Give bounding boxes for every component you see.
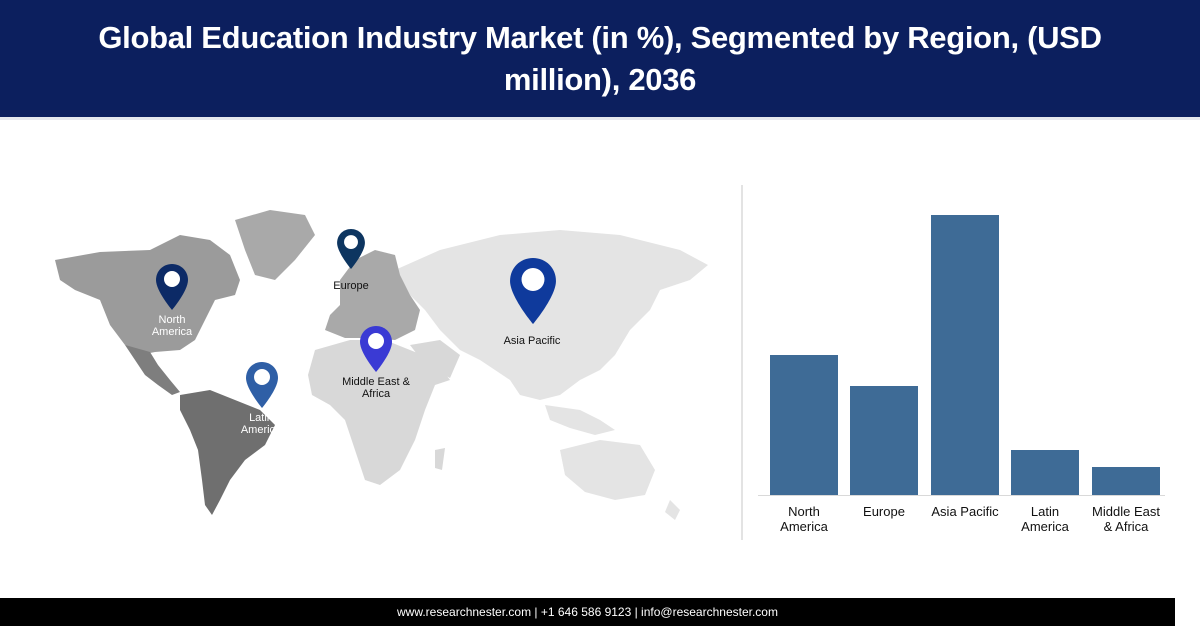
- bar-north-america[interactable]: [770, 355, 838, 495]
- north-america-pin[interactable]: [156, 264, 188, 310]
- divider: [741, 185, 743, 540]
- x-tick-label: North America: [780, 504, 828, 534]
- world-map: North America Europe Asia Pacific Middle…: [40, 180, 720, 530]
- map-pin-icon: [156, 264, 188, 310]
- europe-label: Europe: [333, 280, 369, 292]
- latin-america-pin[interactable]: [246, 362, 278, 408]
- world-map-icon: [55, 210, 708, 520]
- bar-chart: North America Europe Asia Pacific Latin …: [745, 180, 1185, 550]
- middle-east-africa-label: Middle East & Africa: [342, 376, 410, 400]
- x-tick-label: Asia Pacific: [931, 504, 999, 519]
- asia-pacific-pin[interactable]: [510, 258, 556, 324]
- page-title: Global Education Industry Market (in %),…: [98, 19, 1102, 97]
- map-pin-icon: [246, 362, 278, 408]
- middle-east-africa-pin[interactable]: [360, 326, 392, 372]
- map-pin-icon: [360, 326, 392, 372]
- x-tick-label: Middle East & Africa: [1092, 504, 1160, 534]
- europe-pin[interactable]: [337, 229, 365, 269]
- bar-asia-pacific[interactable]: [931, 215, 999, 495]
- bar-middle-east-africa[interactable]: [1092, 467, 1160, 495]
- x-tick-label: Europe: [863, 504, 905, 519]
- asia-pacific-label: Asia Pacific: [503, 335, 561, 347]
- x-axis-line: [758, 495, 1165, 496]
- x-tick-label: Latin America: [1021, 504, 1069, 534]
- latin-america-label: Latin America: [240, 412, 282, 436]
- footer-bar: www.researchnester.com | +1 646 586 9123…: [0, 598, 1175, 626]
- title-banner: Global Education Industry Market (in %),…: [0, 0, 1200, 120]
- footer-contact: www.researchnester.com | +1 646 586 9123…: [397, 605, 778, 619]
- map-pin-icon: [337, 229, 365, 269]
- north-america-label: North America: [151, 314, 193, 338]
- map-pin-icon: [510, 258, 556, 324]
- bar-europe[interactable]: [850, 385, 918, 495]
- bar-latin-america[interactable]: [1011, 450, 1079, 495]
